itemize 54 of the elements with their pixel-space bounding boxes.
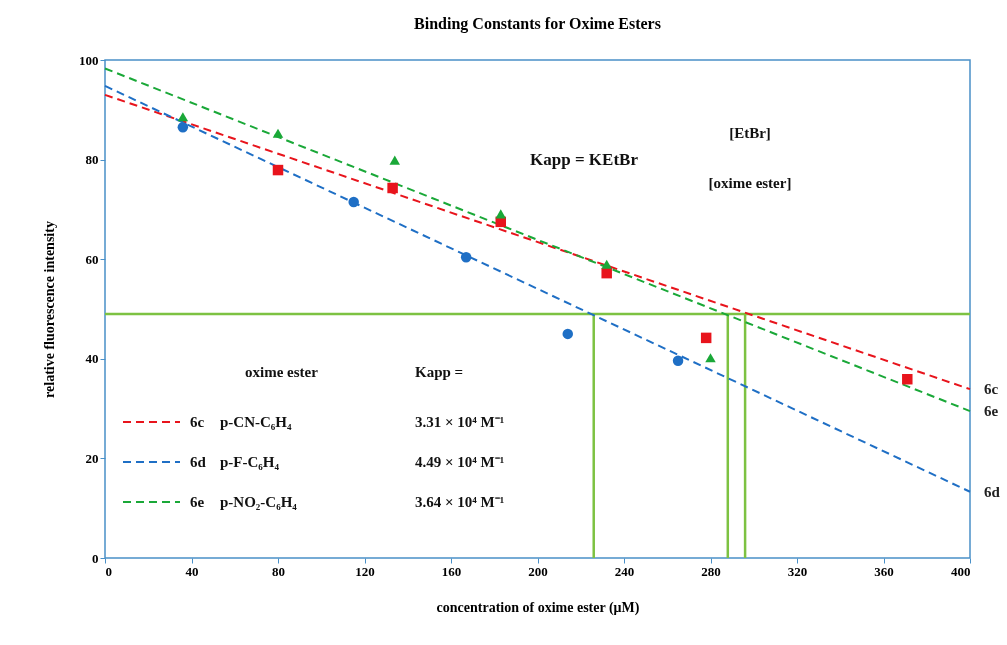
annotation: oxime ester [245,364,319,380]
point [902,373,913,385]
point [272,128,284,138]
point [700,332,712,344]
point [387,182,398,194]
y-tick-label: 60 [85,251,99,267]
point [272,164,284,176]
text: 6c [984,381,999,398]
chart-title: Binding Constants for Oxime Esters [414,15,661,33]
legend-label: 6c [190,414,205,430]
point [460,251,472,263]
point [177,122,189,133]
legend-label: 6d [190,454,207,470]
annotation: p-NO₂-C₆H₄ [220,494,298,510]
point [348,196,359,208]
annotation: [EtBr] [729,125,771,141]
annotation: p-CN-C₆H₄ [220,414,292,430]
x-tick-label: 280 [701,563,721,579]
x-tick-label: 360 [874,563,894,579]
annotation: Kapp = [415,364,464,380]
legend-label: 6e [190,494,205,510]
text: 6d [984,483,1000,500]
point [495,216,506,228]
point [495,209,506,219]
y-tick-label: 20 [85,450,99,466]
annotation: 3.64 × 10⁴ M⁻¹ [415,494,505,510]
point [672,355,684,367]
point [562,328,574,340]
x-tick-label: 400 [951,563,971,579]
y-tick-label: 0 [92,550,99,566]
annotation: [oxime ester] [708,175,792,191]
y-tick-label: 40 [85,351,99,367]
x-axis-title: concentration of oxime ester (μM) [436,599,640,616]
annotation: 3.31 × 10⁴ M⁻¹ [415,414,505,430]
text: 6e [984,403,999,420]
x-tick-label: 240 [614,563,635,579]
point [177,112,189,122]
x-tick-label: 120 [355,563,375,579]
y-tick-label: 80 [85,152,99,168]
point [601,267,612,279]
annotation: 4.49 × 10⁴ M⁻¹ [415,454,505,470]
point [389,155,401,165]
x-tick-label: 80 [272,563,285,579]
annotation: Kapp = KEtBr [530,150,639,169]
x-tick-label: 160 [441,563,462,579]
x-tick-label: 320 [787,563,808,579]
x-tick-label: 200 [528,563,548,579]
annotation: p-F-C₆H₄ [220,454,280,470]
x-tick-label: 40 [185,563,199,579]
point [705,353,716,363]
x-tick-label: 0 [105,563,112,579]
y-tick-label: 100 [79,52,99,68]
point [601,259,612,269]
y-axis-title: relative fluorescence intensity [42,221,57,398]
